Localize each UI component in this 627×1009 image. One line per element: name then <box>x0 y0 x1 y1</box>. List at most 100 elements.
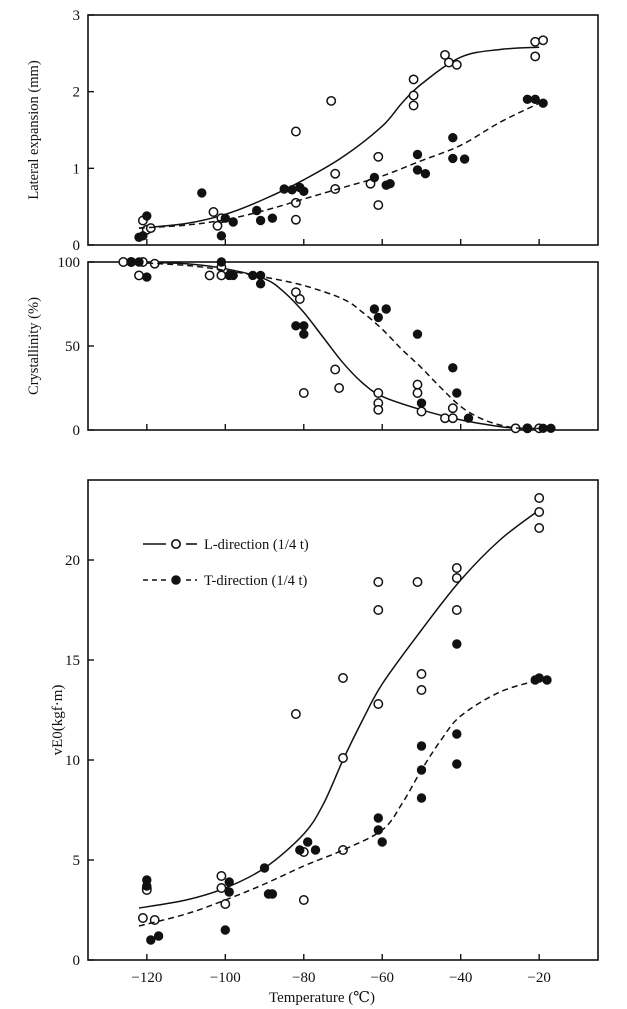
l-direction-data-point <box>338 845 348 855</box>
t-direction-data-point <box>546 423 556 433</box>
l-direction-data-point <box>447 403 458 414</box>
t-direction-data-point <box>310 845 321 855</box>
l-direction-data-point <box>373 577 384 587</box>
t-direction-data-point <box>255 215 266 226</box>
t-direction-data-point <box>228 270 238 281</box>
plot-frame <box>87 479 599 961</box>
l-direction-data-point <box>373 699 384 709</box>
l-direction-data-point <box>447 413 458 424</box>
l-direction-data-point <box>373 404 384 415</box>
legend-filled-circle-marker <box>171 575 181 585</box>
l-direction-data-point <box>326 95 337 106</box>
y-tick-label: 5 <box>73 853 81 869</box>
l-direction-data-point <box>451 59 462 70</box>
l-direction-data-point <box>530 36 541 47</box>
t-direction-data-point <box>369 172 380 183</box>
t-direction-data-point <box>255 279 266 289</box>
t-direction-data-point <box>267 213 278 223</box>
x-tick-label: −40 <box>449 970 472 986</box>
l-direction-data-point <box>451 573 462 583</box>
y-tick-label: 2 <box>73 85 81 101</box>
t-direction-data-point <box>412 329 423 339</box>
crystallinity-panel: 0 50 100 Crystallinity (%) <box>26 255 599 439</box>
plot-frame <box>87 14 599 246</box>
t-direction-data-point <box>448 133 458 143</box>
l-direction-data-point <box>373 388 384 398</box>
l-direction-data-point <box>416 685 427 695</box>
l-direction-data-point <box>451 563 462 573</box>
l-direction-data-point <box>534 493 545 503</box>
t-direction-data-point <box>412 165 423 175</box>
x-tick-label: −80 <box>292 970 315 986</box>
y-tick-label: 1 <box>73 161 81 177</box>
l-direction-data-point <box>338 673 348 683</box>
t-direction-data-point <box>420 169 431 179</box>
l-direction-data-point <box>440 49 450 60</box>
t-direction-data-point <box>538 423 548 433</box>
t-direction-data-point <box>228 217 238 227</box>
l-direction-data-point <box>216 270 227 281</box>
l-direction-data-point <box>208 207 219 217</box>
t-direction-data-point <box>452 388 462 398</box>
l-direction-data-point <box>298 388 309 398</box>
t-direction-data-point <box>452 639 462 649</box>
l-direction-data-point <box>416 669 427 679</box>
t-direction-data-point <box>448 363 458 373</box>
absorbed-energy-panel: 0 5 10 15 20 −120 −100 −80 −60 −40 −20 vE0(kgf·m) <box>50 479 599 986</box>
t-direction-data-point <box>153 931 164 941</box>
l-direction-data-point <box>416 406 427 417</box>
t-direction-data-point <box>224 877 234 887</box>
plot-frame <box>87 261 599 431</box>
t-direction-data-point <box>448 153 458 164</box>
l-direction-data-point <box>373 605 384 615</box>
t-direction-data-point <box>279 184 289 194</box>
y-axis-title: vE0(kgf·m) <box>50 685 66 756</box>
t-direction-data-point <box>459 154 470 164</box>
y-tick-label: 20 <box>65 553 80 569</box>
t-direction-data-point <box>259 863 270 873</box>
t-direction-data-point <box>252 205 262 216</box>
t-direction-data-point <box>138 231 148 241</box>
l-direction-data-point <box>451 605 462 615</box>
y-tick-label: 50 <box>65 339 80 355</box>
l-direction-data-point <box>530 51 541 62</box>
t-direction-data-point <box>220 213 231 223</box>
l-direction-data-point <box>294 294 305 304</box>
t-direction-data-point <box>303 837 313 847</box>
l-direction-data-point <box>538 35 549 46</box>
t-direction-data-point <box>538 98 548 108</box>
l-direction-data-point <box>408 90 419 101</box>
x-axis-title: Temperature (℃) <box>269 990 375 1006</box>
l-direction-fit-curve <box>138 46 540 229</box>
legend: L-direction (1/4 t) T-direction (1/4 t) <box>143 537 309 589</box>
t-direction-data-point <box>373 312 383 323</box>
l-direction-data-point <box>220 899 231 909</box>
y-tick-label: 10 <box>65 753 80 769</box>
t-direction-data-point <box>452 759 462 769</box>
t-direction-data-point <box>142 211 152 221</box>
t-direction-data-point <box>416 793 427 803</box>
l-direction-data-point <box>412 388 423 398</box>
t-direction-data-point <box>216 257 227 267</box>
t-direction-data-point <box>224 887 234 897</box>
t-direction-fit-curve <box>138 679 540 927</box>
t-direction-data-point <box>463 413 474 423</box>
t-direction-data-point <box>299 186 309 197</box>
t-direction-data-point <box>299 321 309 331</box>
t-direction-data-point <box>381 304 391 314</box>
l-direction-data-point <box>330 168 341 179</box>
t-direction-data-point <box>522 423 533 433</box>
l-direction-fit-curve <box>127 261 540 430</box>
t-direction-data-point <box>452 729 462 739</box>
y-tick-label: 0 <box>73 423 81 439</box>
y-tick-label: 15 <box>65 653 80 669</box>
legend-label-t-direction: T-direction (1/4 t) <box>204 573 308 589</box>
l-direction-data-point <box>118 257 129 267</box>
t-direction-data-point <box>522 94 533 105</box>
t-direction-data-point <box>412 149 423 160</box>
t-direction-data-point <box>197 188 207 198</box>
t-direction-fit-curve <box>127 261 548 430</box>
t-direction-data-point <box>267 889 278 899</box>
l-direction-data-point <box>373 151 384 162</box>
t-direction-data-point <box>373 813 383 823</box>
